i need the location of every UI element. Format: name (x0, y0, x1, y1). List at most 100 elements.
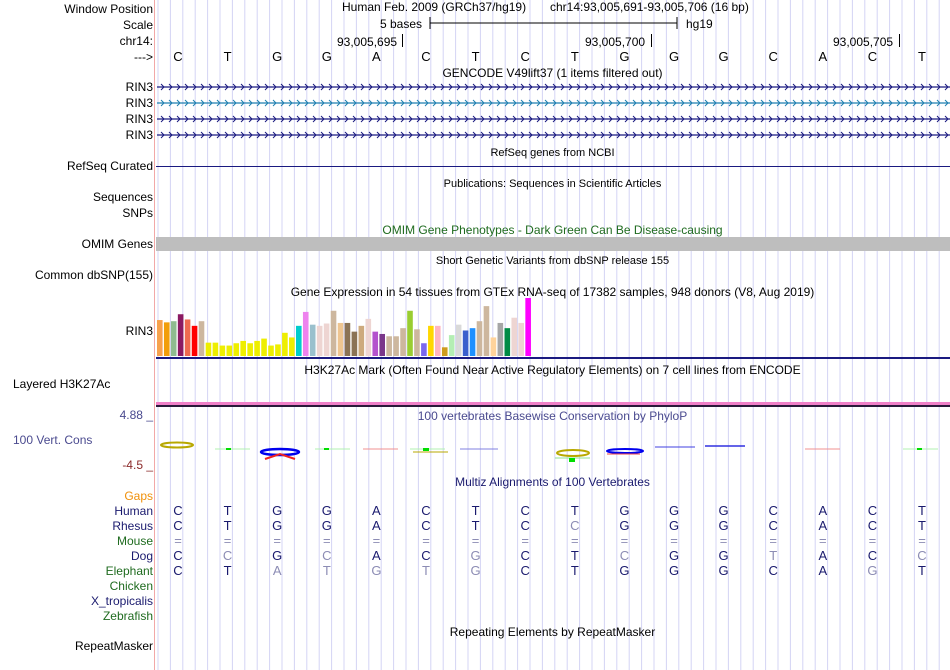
species-label[interactable]: Dog (130, 549, 153, 563)
publications-label-sequences[interactable]: Sequences (92, 190, 153, 204)
species-label[interactable]: X_tropicalis (90, 594, 153, 608)
strand-arrow-icon (456, 131, 461, 139)
strand-label: ---> (134, 50, 153, 64)
gencode-item-label[interactable]: RIN3 (125, 128, 153, 142)
gtex-tissue-bar (511, 317, 518, 356)
strand-arrow-icon (912, 115, 917, 123)
strand-arrow-icon (864, 83, 869, 91)
strand-arrow-icon (512, 99, 517, 107)
strand-arrow-icon (272, 131, 277, 139)
strand-arrow-icon (264, 115, 269, 123)
repeatmasker-label[interactable]: RepeatMasker (74, 639, 153, 653)
gtex-track[interactable] (155, 298, 950, 360)
gtex-tissue-bar (490, 337, 497, 356)
species-label[interactable]: Mouse (116, 534, 153, 548)
strand-arrow-icon (664, 83, 669, 91)
strand-arrow-icon (424, 115, 429, 123)
gencode-item-label[interactable]: RIN3 (125, 112, 153, 126)
strand-arrow-icon (576, 99, 581, 107)
gencode-track[interactable] (155, 80, 950, 144)
strand-arrow-icon (608, 115, 613, 123)
sequence-base: C (768, 49, 778, 64)
alignment-base: G (668, 503, 680, 518)
strand-arrow-icon (344, 131, 349, 139)
strand-arrow-icon (816, 115, 821, 123)
strand-arrow-icon (192, 83, 197, 91)
strand-arrow-icon (800, 131, 805, 139)
ruler-tick (899, 34, 900, 47)
strand-arrow-icon (792, 115, 797, 123)
alignment-base: A (818, 503, 828, 518)
strand-arrow-icon (424, 99, 429, 107)
strand-arrow-icon (536, 131, 541, 139)
strand-arrow-icon (456, 83, 461, 91)
strand-arrow-icon (928, 115, 933, 123)
strand-arrow-icon (168, 131, 173, 139)
phylop-bar (324, 448, 329, 450)
strand-arrow-icon (184, 99, 189, 107)
phylop-track[interactable] (155, 430, 950, 470)
sequence-base: G (668, 49, 680, 64)
alignment-base: C (619, 548, 630, 563)
strand-arrow-icon (192, 99, 197, 107)
strand-arrow-icon (728, 99, 733, 107)
phylop-label[interactable]: 100 Vert. Cons (13, 433, 93, 447)
species-label[interactable]: Human (114, 504, 153, 518)
strand-arrow-icon (688, 131, 693, 139)
strand-arrow-icon (544, 99, 549, 107)
strand-arrow-icon (248, 83, 253, 91)
strand-arrow-icon (656, 131, 661, 139)
species-label[interactable]: Elephant (105, 564, 153, 578)
gtex-label[interactable]: RIN3 (125, 324, 153, 338)
strand-arrow-icon (352, 99, 357, 107)
alignment-base: = (719, 533, 728, 548)
strand-arrow-icon (456, 115, 461, 123)
strand-arrow-icon (880, 131, 885, 139)
omim-gene-bar[interactable] (156, 237, 950, 251)
gencode-item-label[interactable]: RIN3 (125, 80, 153, 94)
window-position-label: Window Position (64, 2, 153, 16)
species-label[interactable]: Zebrafish (102, 609, 153, 623)
strand-arrow-icon (216, 115, 221, 123)
strand-arrow-icon (280, 115, 285, 123)
strand-arrow-icon (464, 99, 469, 107)
strand-arrow-icon (720, 83, 725, 91)
species-label[interactable]: Rhesus (112, 519, 153, 533)
scale-db: hg19 (686, 17, 713, 31)
strand-arrow-icon (496, 115, 501, 123)
strand-arrow-icon (872, 131, 877, 139)
phylop-bar (423, 448, 429, 451)
gtex-tissue-bar (268, 345, 274, 356)
strand-arrow-icon (776, 131, 781, 139)
omim-label[interactable]: OMIM Genes (81, 237, 153, 251)
gencode-item-label[interactable]: RIN3 (125, 96, 153, 110)
strand-arrow-icon (632, 131, 637, 139)
strand-arrow-icon (408, 115, 413, 123)
alignment-base: C (867, 548, 878, 563)
h3k27ac-signal[interactable] (156, 402, 950, 405)
strand-arrow-icon (840, 115, 845, 123)
strand-arrow-icon (680, 83, 685, 91)
strand-arrow-icon (896, 131, 901, 139)
refseq-gene-line[interactable] (156, 166, 950, 167)
strand-arrow-icon (760, 99, 765, 107)
h3k27ac-label[interactable]: Layered H3K27Ac (13, 377, 111, 391)
strand-arrow-icon (528, 115, 533, 123)
strand-arrow-icon (648, 131, 653, 139)
publications-label-snps[interactable]: SNPs (122, 206, 153, 220)
strand-arrow-icon (584, 99, 589, 107)
strand-arrow-icon (424, 131, 429, 139)
dbsnp-label[interactable]: Common dbSNP(155) (34, 268, 153, 282)
strand-arrow-icon (624, 131, 629, 139)
alignment-base: C (917, 548, 927, 563)
strand-arrow-icon (840, 83, 845, 91)
strand-arrow-icon (736, 99, 741, 107)
species-label[interactable]: Chicken (109, 579, 153, 593)
alignment-base: T (422, 563, 430, 578)
strand-arrow-icon (368, 115, 373, 123)
strand-arrow-icon (560, 99, 565, 107)
strand-arrow-icon (336, 99, 341, 107)
strand-arrow-icon (544, 83, 549, 91)
strand-arrow-icon (584, 83, 589, 91)
refseq-label[interactable]: RefSeq Curated (66, 159, 153, 173)
